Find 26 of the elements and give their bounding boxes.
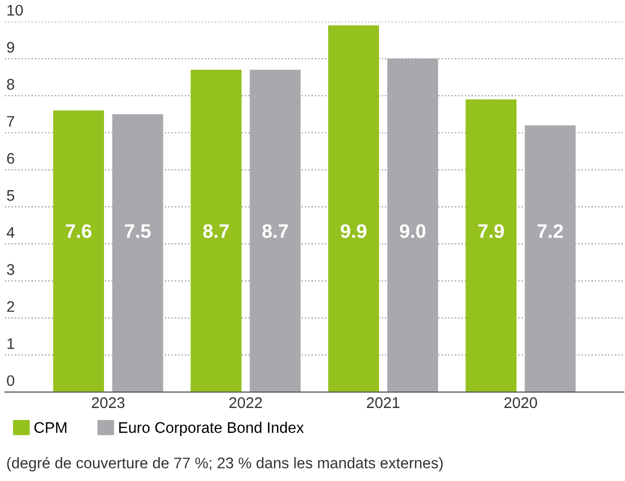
y-tick-label: 1 xyxy=(8,338,14,349)
data-label: 9.0 xyxy=(400,224,426,238)
data-label: 8.7 xyxy=(262,224,288,238)
y-tick-label: 3 xyxy=(6,264,14,275)
data-label: 7.5 xyxy=(125,224,151,238)
y-tick-label: 10 xyxy=(8,4,23,16)
y-tick-label: 9 xyxy=(7,42,14,53)
x-tick-label: 2023 xyxy=(92,397,124,408)
data-label: 7.6 xyxy=(66,224,92,238)
data-label: 7.2 xyxy=(538,224,563,238)
y-tick-label: 8 xyxy=(7,78,14,90)
data-label: 7.9 xyxy=(478,224,504,238)
data-label: 9.9 xyxy=(340,224,366,238)
y-tick-label: 5 xyxy=(6,190,14,201)
legend-label: Euro Corporate Bond Index xyxy=(119,422,304,436)
data-label: 8.7 xyxy=(203,224,229,238)
x-tick-label: 2021 xyxy=(366,397,400,408)
legend-label: CPM xyxy=(34,422,66,433)
x-tick-label: 2020 xyxy=(504,397,538,408)
y-tick-label: 6 xyxy=(7,152,14,164)
text: (degré de couverture de 77 %; 23 % dans les mandats externes) xyxy=(7,456,443,472)
y-tick-label: 2 xyxy=(7,301,14,312)
y-tick-label: 4 xyxy=(6,227,14,238)
y-tick-label: 0 xyxy=(6,375,14,386)
x-tick-label: 2022 xyxy=(229,397,262,408)
y-tick-label: 7 xyxy=(7,116,14,127)
